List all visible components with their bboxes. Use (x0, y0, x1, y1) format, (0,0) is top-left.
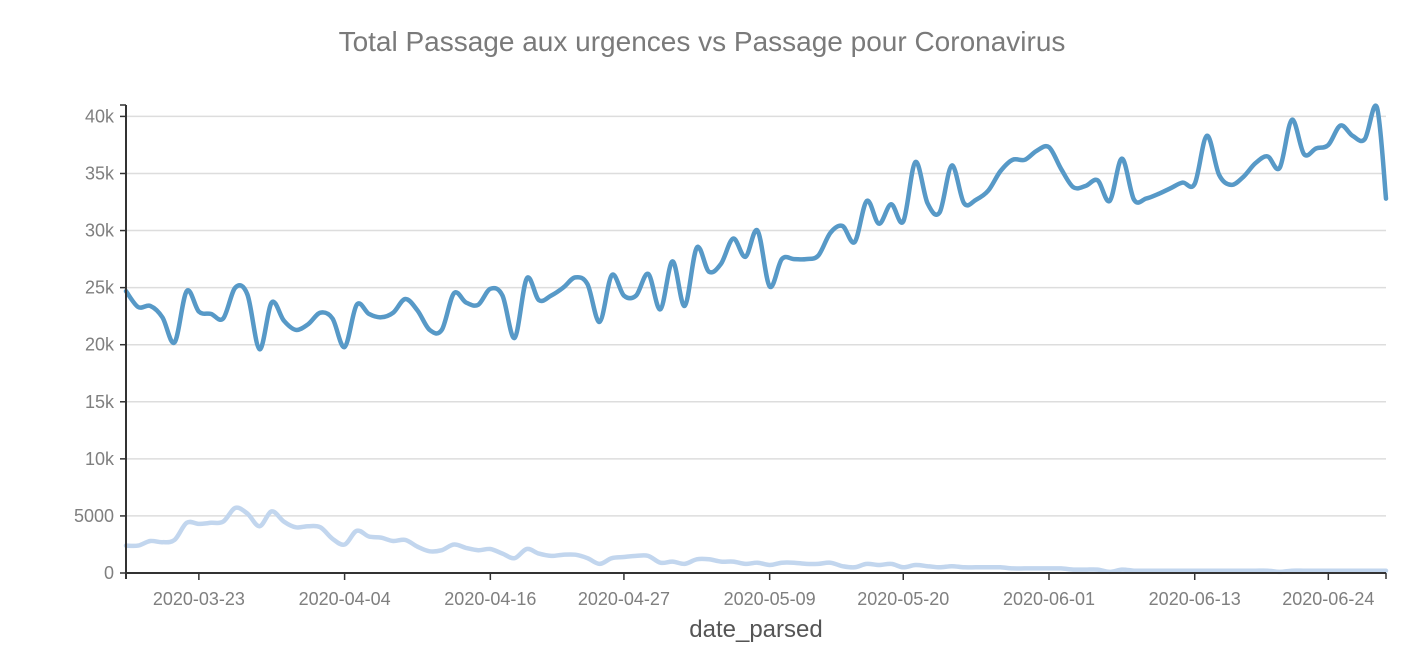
y-tick-label: 5000 (74, 506, 114, 526)
series-lines (123, 103, 1389, 575)
y-tick-label: 35k (85, 163, 115, 183)
axes: 0 5000 10k 15k 20k 25k 30k 35k 40k 2020-03-23 2020… (74, 104, 1387, 609)
x-tick-label: 2020-04-16 (444, 589, 536, 609)
x-tick-label: 2020-06-01 (1003, 589, 1095, 609)
y-tick-label: 30k (85, 221, 115, 241)
x-tick-label: 2020-05-20 (857, 589, 949, 609)
series-line-total (123, 103, 1389, 352)
x-tick-label: 2020-04-04 (299, 589, 391, 609)
y-tick-label: 20k (85, 335, 115, 355)
chart-title: Total Passage aux urgences vs Passage po… (338, 26, 1066, 57)
x-tick-label: 2020-06-13 (1149, 589, 1241, 609)
x-axis-title: date_parsed (689, 616, 822, 643)
y-tick-label: 40k (85, 106, 115, 126)
x-tick-label: 2020-04-27 (578, 589, 670, 609)
series-line-coronavirus (123, 505, 1389, 575)
y-tick-label: 10k (85, 449, 115, 469)
x-tick-label: 2020-06-24 (1282, 589, 1374, 609)
x-tick-label: 2020-03-23 (153, 589, 245, 609)
x-tick-label: 2020-05-09 (724, 589, 816, 609)
y-tick-label: 15k (85, 392, 115, 412)
y-tick-label: 25k (85, 278, 115, 298)
y-tick-label: 0 (104, 563, 114, 583)
